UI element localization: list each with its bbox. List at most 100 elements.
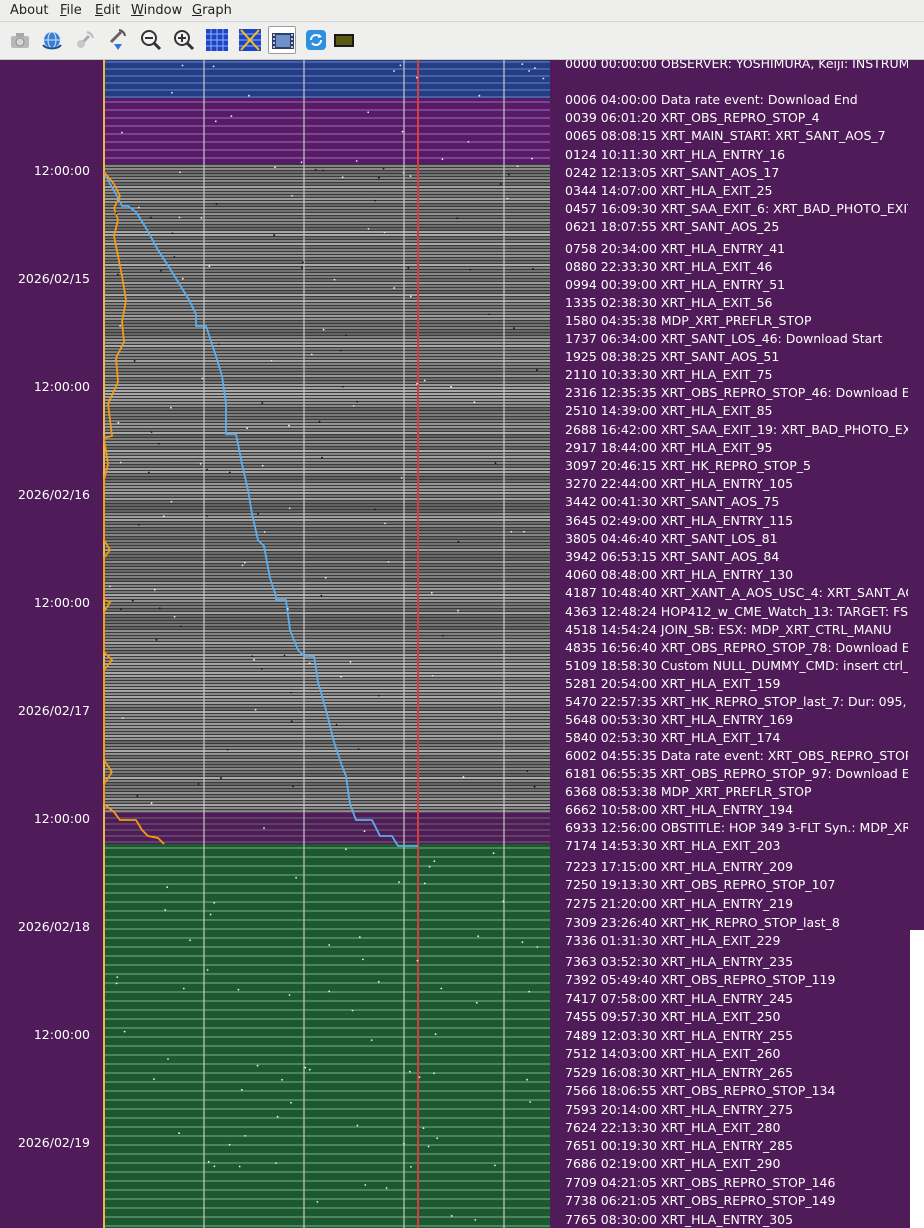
globe-refresh-icon[interactable] [38, 26, 66, 54]
zoom-in-icon[interactable] [170, 26, 198, 54]
event-row[interactable]: 6002 04:55:35 Data rate event: XRT_OBS_R… [565, 748, 908, 763]
event-row[interactable]: 1737 06:34:00 XRT_SANT_LOS_46: Download … [565, 331, 883, 346]
data-dot [339, 349, 342, 352]
event-row[interactable]: 7529 16:08:30 XRT_HLA_ENTRY_265 [565, 1065, 794, 1080]
satellite-icon[interactable] [71, 26, 99, 54]
event-row[interactable]: 7223 17:15:00 XRT_HLA_ENTRY_209 [565, 859, 794, 874]
event-row[interactable]: 3805 04:46:40 XRT_SANT_LOS_81 [565, 531, 778, 546]
event-row[interactable]: 7275 21:20:00 XRT_HLA_ENTRY_219 [565, 896, 794, 911]
data-dot [516, 165, 519, 168]
event-row[interactable]: 7489 12:03:30 XRT_HLA_ENTRY_255 [565, 1028, 794, 1043]
event-row[interactable]: 4835 16:56:40 XRT_OBS_REPRO_STOP_78: Dow… [565, 640, 908, 655]
grid-icon[interactable] [203, 26, 231, 54]
event-row[interactable]: 3442 00:41:30 XRT_SANT_AOS_75 [565, 494, 780, 509]
event-row[interactable]: 7363 03:52:30 XRT_HLA_ENTRY_235 [565, 954, 794, 969]
data-dot [529, 1101, 532, 1103]
event-row[interactable]: 7686 02:19:00 XRT_HLA_EXIT_290 [565, 1156, 781, 1171]
event-row[interactable]: 1925 08:38:25 XRT_SANT_AOS_51 [565, 349, 780, 364]
event-row[interactable]: 0457 16:09:30 XRT_SAA_EXIT_6: XRT_BAD_PH… [565, 201, 908, 216]
event-row[interactable]: 7512 14:03:00 XRT_HLA_EXIT_260 [565, 1046, 781, 1061]
event-row[interactable]: 0344 14:07:00 XRT_HLA_EXIT_25 [565, 183, 773, 198]
camera-icon[interactable] [6, 26, 34, 54]
event-row[interactable]: 7336 01:31:30 XRT_HLA_EXIT_229 [565, 933, 781, 948]
event-row[interactable]: 7765 08:30:00 XRT_HLA_ENTRY_305 [565, 1212, 794, 1227]
data-dot [170, 500, 173, 503]
data-dot [478, 94, 481, 97]
event-row[interactable]: 7309 23:26:40 XRT_HK_REPRO_STOP_last_8 [565, 915, 840, 930]
event-row[interactable]: 6662 10:58:00 XRT_HLA_ENTRY_194 [565, 802, 794, 817]
event-row[interactable]: 4187 10:48:40 XRT_XANT_A_AOS_USC_4: XRT_… [565, 585, 908, 600]
cumulative-line-blue [103, 171, 418, 847]
event-row[interactable]: 4518 14:54:24 JOIN_SB: ESX: MDP_XRT_CTRL… [565, 622, 892, 637]
event-row[interactable]: 7709 04:21:05 XRT_OBS_REPRO_STOP_146 [565, 1175, 836, 1190]
scrollbar-thumb[interactable] [910, 930, 924, 1228]
timeline-plot[interactable] [100, 60, 554, 1228]
event-row[interactable]: 7593 20:14:00 XRT_HLA_ENTRY_275 [565, 1102, 794, 1117]
data-dot [434, 1033, 437, 1036]
event-row[interactable]: 0000 00:00:00 OBSERVER: YOSHIMURA, Keiji… [565, 60, 908, 71]
data-dot [290, 691, 292, 694]
event-row[interactable]: 7624 22:13:30 XRT_HLA_EXIT_280 [565, 1120, 781, 1135]
data-dot [206, 468, 208, 471]
event-row[interactable]: 2917 18:44:00 XRT_HLA_EXIT_95 [565, 440, 773, 455]
event-row[interactable]: 1580 04:35:38 MDP_XRT_PREFLR_STOP [565, 313, 812, 328]
event-row[interactable]: 5281 20:54:00 XRT_HLA_EXIT_159 [565, 676, 781, 691]
event-row[interactable]: 5648 00:53:30 XRT_HLA_ENTRY_169 [565, 712, 794, 727]
event-row[interactable]: 2510 14:39:00 XRT_HLA_EXIT_85 [565, 403, 773, 418]
event-row[interactable]: 0621 18:07:55 XRT_SANT_AOS_25 [565, 219, 780, 234]
event-row[interactable]: 2688 16:42:00 XRT_SAA_EXIT_19: XRT_BAD_P… [565, 422, 908, 437]
event-row[interactable]: 0994 00:39:00 XRT_HLA_ENTRY_51 [565, 277, 786, 292]
data-dot [400, 477, 403, 479]
event-row[interactable]: 6933 12:56:00 OBSTITLE: HOP 349 3-FLT Sy… [565, 820, 908, 835]
event-row[interactable]: 3942 06:53:15 XRT_SANT_AOS_84 [565, 549, 780, 564]
event-row[interactable]: 5109 18:58:30 Custom NULL_DUMMY_CMD: ins… [565, 658, 908, 673]
menu-graph[interactable]: Graph [192, 3, 232, 18]
crossing-lines-icon[interactable] [236, 26, 264, 54]
event-row[interactable]: 7250 19:13:30 XRT_OBS_REPRO_STOP_107 [565, 877, 836, 892]
event-row[interactable]: 0006 04:00:00 Data rate event: Download … [565, 92, 858, 107]
event-row[interactable]: 3097 20:46:15 XRT_HK_REPRO_STOP_5 [565, 458, 812, 473]
event-row[interactable]: 5840 02:53:30 XRT_HLA_EXIT_174 [565, 730, 781, 745]
event-row[interactable]: 0124 10:11:30 XRT_HLA_ENTRY_16 [565, 147, 786, 162]
menu-edit[interactable]: Edit [95, 3, 121, 18]
data-dot [384, 522, 386, 525]
menu-file[interactable]: File [60, 3, 82, 18]
film-icon[interactable] [268, 26, 296, 54]
data-dot [357, 748, 360, 750]
event-row[interactable]: 6368 08:53:38 MDP_XRT_PREFLR_STOP [565, 784, 812, 799]
event-row[interactable]: 2316 12:35:35 XRT_OBS_REPRO_STOP_46: Dow… [565, 385, 908, 400]
event-row[interactable]: 0880 22:33:30 XRT_HLA_EXIT_46 [565, 259, 773, 274]
event-row[interactable]: 7651 00:19:30 XRT_HLA_ENTRY_285 [565, 1138, 794, 1153]
data-dot [179, 625, 182, 628]
event-row[interactable]: 0065 08:08:15 XRT_MAIN_START: XRT_SANT_A… [565, 128, 886, 143]
event-row[interactable]: 1335 02:38:30 XRT_HLA_EXIT_56 [565, 295, 773, 310]
event-row[interactable]: 5470 22:57:35 XRT_HK_REPRO_STOP_last_7: … [565, 694, 908, 709]
event-row[interactable]: 6181 06:55:35 XRT_OBS_REPRO_STOP_97: Dow… [565, 766, 908, 781]
event-row[interactable]: 3270 22:44:00 XRT_HLA_ENTRY_105 [565, 476, 794, 491]
zoom-out-icon[interactable] [137, 26, 165, 54]
event-row[interactable]: 4363 12:48:24 HOP412_w_CME_Watch_13: TAR… [565, 604, 908, 619]
data-dot [528, 70, 530, 72]
data-dot [166, 886, 169, 889]
event-row[interactable]: 7455 09:57:30 XRT_HLA_EXIT_250 [565, 1009, 781, 1024]
menu-window[interactable]: Window [131, 3, 183, 18]
data-dot [206, 969, 209, 971]
event-row[interactable]: 4060 08:48:00 XRT_HLA_ENTRY_130 [565, 567, 794, 582]
data-dot [246, 427, 249, 430]
event-row[interactable]: 7738 06:21:05 XRT_OBS_REPRO_STOP_149 [565, 1193, 836, 1208]
refresh-icon[interactable] [302, 26, 330, 54]
event-row[interactable]: 7417 07:58:00 XRT_HLA_ENTRY_245 [565, 991, 794, 1006]
event-row[interactable]: 7392 05:49:40 XRT_OBS_REPRO_STOP_119 [565, 972, 836, 987]
menu-about[interactable]: About [10, 3, 49, 18]
event-row[interactable]: 3645 02:49:00 XRT_HLA_ENTRY_115 [565, 513, 794, 528]
event-row[interactable]: 2110 10:33:30 XRT_HLA_EXIT_75 [565, 367, 773, 382]
event-row[interactable]: 7174 14:53:30 XRT_HLA_EXIT_203 [565, 838, 781, 853]
event-row[interactable]: 7566 18:06:55 XRT_OBS_REPRO_STOP_134 [565, 1083, 836, 1098]
display-icon[interactable] [330, 26, 358, 54]
event-row[interactable]: 0758 20:34:00 XRT_HLA_ENTRY_41 [565, 241, 786, 256]
data-dot [257, 512, 259, 515]
event-row[interactable]: 0039 06:01:20 XRT_OBS_REPRO_STOP_4 [565, 110, 820, 125]
satellite-download-icon[interactable] [104, 26, 132, 54]
event-row[interactable]: 0242 12:13:05 XRT_SANT_AOS_17 [565, 165, 780, 180]
data-dot [416, 76, 418, 79]
